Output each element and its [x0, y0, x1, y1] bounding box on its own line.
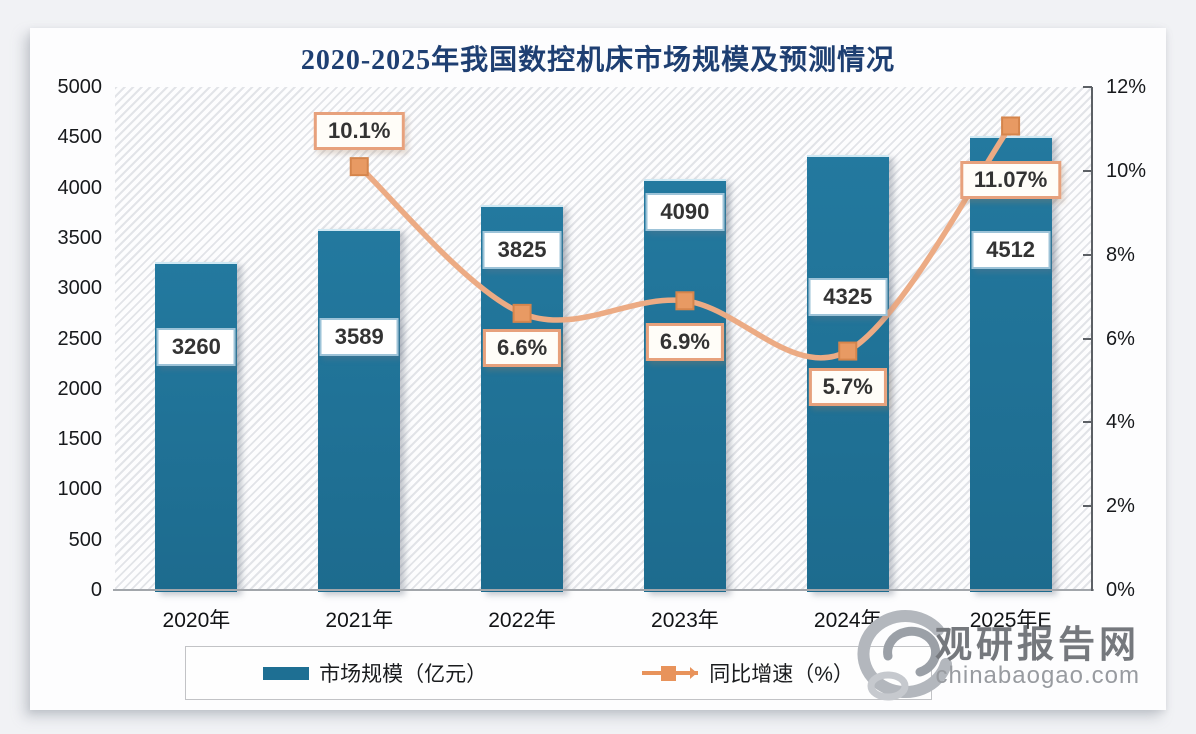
bar-value-label: 4325 — [808, 278, 888, 316]
right-y-axis-line — [1091, 87, 1093, 591]
left-axis-tick-label: 2000 — [57, 377, 103, 400]
watermark-name: 观研报告网 — [935, 624, 1140, 665]
left-axis-tick-label: 4500 — [57, 126, 103, 149]
line-marker-swatch-icon — [642, 666, 699, 681]
legend-label: 同比增速（%） — [709, 663, 854, 686]
market-size-bar — [643, 178, 726, 592]
legend-item-market-size: 市场规模（亿元） — [263, 658, 487, 688]
x-axis-category-label: 2025年E — [969, 609, 1052, 632]
left-axis-tick-label: 1000 — [57, 478, 103, 501]
x-axis-category-label: 2022年 — [488, 609, 556, 632]
x-axis-line — [113, 589, 1094, 591]
market-size-bar — [969, 136, 1052, 592]
right-axis-tick-label: 8% — [1106, 243, 1135, 266]
watermark: 观研报告网 chinabaogao.com — [850, 600, 1150, 710]
right-axis-tick-mark — [1083, 86, 1092, 88]
right-axis-tick-mark — [1083, 169, 1092, 172]
watermark-swirl-logo-icon — [857, 610, 952, 701]
chart-title: 2020-2025年我国数控机床市场规模及预测情况 — [300, 45, 896, 76]
left-axis-tick-label: 3500 — [57, 226, 103, 249]
x-axis-category-label: 2024年 — [813, 609, 882, 632]
legend-item-growth-rate: 同比增速（%） — [641, 658, 854, 688]
growth-rate-label: 6.6% — [483, 329, 562, 368]
bar-value-label: 3825 — [482, 231, 562, 269]
legend-label: 市场规模（亿元） — [319, 663, 488, 686]
left-axis-tick-label: 0 — [90, 579, 102, 601]
right-axis-tick-mark — [1083, 505, 1092, 508]
right-axis-tick-label: 10% — [1106, 159, 1147, 182]
growth-rate-label: 6.9% — [645, 322, 724, 361]
right-axis-tick-label: 2% — [1106, 495, 1135, 518]
left-axis-tick-label: 2500 — [57, 327, 103, 350]
bar-value-label: 4512 — [971, 231, 1051, 269]
bar-swatch-icon — [263, 666, 310, 680]
right-axis-tick-mark — [1083, 337, 1092, 340]
market-size-bar — [155, 262, 238, 592]
left-axis-tick-label: 3000 — [57, 277, 103, 300]
x-axis-category-label: 2021年 — [325, 609, 394, 632]
left-axis-tick-label: 5000 — [57, 76, 103, 98]
x-axis-category-label: 2023年 — [651, 609, 719, 632]
growth-rate-label: 10.1% — [314, 111, 405, 150]
legend: 市场规模（亿元） 同比增速（%） — [185, 646, 932, 700]
right-axis-tick-label: 12% — [1106, 76, 1147, 98]
right-axis-tick-label: 0% — [1106, 579, 1135, 601]
left-axis-tick-label: 1500 — [57, 428, 103, 451]
growth-rate-label: 11.07% — [959, 160, 1062, 199]
right-axis-tick-mark — [1083, 421, 1092, 424]
watermark-domain: chinabaogao.com — [935, 662, 1140, 689]
right-axis-tick-label: 4% — [1106, 411, 1135, 434]
bar-value-label: 4090 — [645, 193, 725, 231]
plot-area — [115, 87, 1092, 590]
growth-rate-label: 5.7% — [808, 368, 887, 407]
right-axis-tick-mark — [1083, 253, 1092, 256]
market-size-bar — [318, 228, 401, 592]
x-axis-category-label: 2020年 — [162, 609, 231, 632]
bar-value-label: 3589 — [319, 318, 399, 356]
left-axis-tick-label: 500 — [68, 528, 102, 551]
left-axis-tick-label: 4000 — [57, 176, 103, 199]
bar-value-label: 3260 — [156, 328, 236, 366]
right-axis-tick-label: 6% — [1106, 327, 1135, 350]
